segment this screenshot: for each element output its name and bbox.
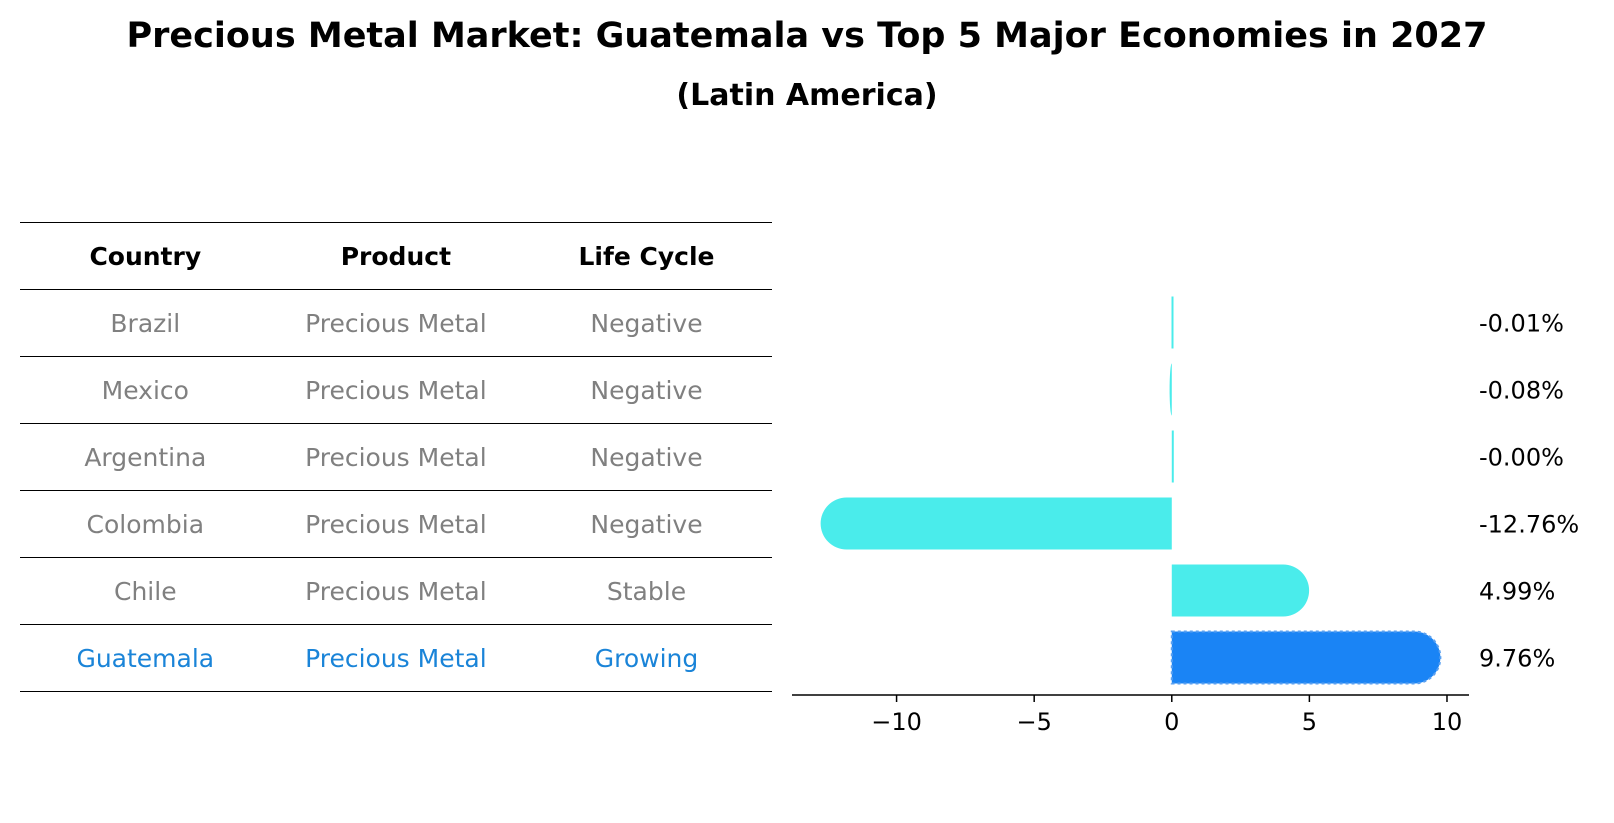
x-tick-label: −10 bbox=[871, 708, 922, 736]
table-header-product: Product bbox=[340, 241, 452, 271]
value-label-guatemala: 9.76% bbox=[1479, 645, 1555, 673]
bar-mexico bbox=[1169, 363, 1172, 416]
table-row: Brazil Precious Metal Negative bbox=[20, 289, 772, 356]
chart-subtitle: (Latin America) bbox=[676, 78, 938, 113]
table-cell-life-cycle: Negative bbox=[590, 509, 703, 539]
table-cell-life-cycle: Negative bbox=[590, 442, 703, 472]
table-cell-life-cycle: Growing bbox=[594, 643, 699, 673]
table-cell-country: Colombia bbox=[86, 509, 205, 539]
table-cell-country: Mexico bbox=[101, 375, 189, 405]
table-cell-life-cycle: Stable bbox=[606, 576, 687, 606]
value-label-argentina: -0.00% bbox=[1479, 444, 1564, 472]
data-table: Country Product Life Cycle Brazil Precio… bbox=[20, 222, 772, 692]
x-tick-label: 10 bbox=[1432, 708, 1463, 736]
chart-title: Precious Metal Market: Guatemala vs Top … bbox=[126, 16, 1488, 56]
table-cell-product: Precious Metal bbox=[305, 442, 487, 472]
table-row: Mexico Precious Metal Negative bbox=[20, 356, 772, 423]
table-header-row: Country Product Life Cycle bbox=[20, 222, 772, 289]
table-header-life-cycle: Life Cycle bbox=[578, 241, 715, 271]
table-cell-life-cycle: Negative bbox=[590, 308, 703, 338]
bar-argentina bbox=[1171, 430, 1174, 483]
table-cell-life-cycle: Negative bbox=[590, 375, 703, 405]
x-tick-label: 5 bbox=[1302, 708, 1317, 736]
table-cell-product: Precious Metal bbox=[305, 643, 487, 673]
table-cell-product: Precious Metal bbox=[305, 375, 487, 405]
bar-brazil bbox=[1171, 296, 1174, 349]
bar-chile bbox=[1171, 564, 1310, 617]
table-cell-country: Chile bbox=[114, 576, 177, 606]
table-row: Argentina Precious Metal Negative bbox=[20, 423, 772, 490]
table-row-highlighted: Guatemala Precious Metal Growing bbox=[20, 624, 772, 692]
table-header-country: Country bbox=[89, 241, 202, 271]
bar-colombia bbox=[820, 497, 1172, 550]
table-cell-country: Argentina bbox=[84, 442, 207, 472]
table-cell-product: Precious Metal bbox=[305, 509, 487, 539]
table-cell-product: Precious Metal bbox=[305, 576, 487, 606]
x-tick-label: 0 bbox=[1164, 708, 1179, 736]
table-row: Chile Precious Metal Stable bbox=[20, 557, 772, 624]
table-cell-country: Brazil bbox=[110, 308, 181, 338]
value-label-mexico: -0.08% bbox=[1479, 377, 1564, 405]
x-tick-label: −5 bbox=[1016, 708, 1051, 736]
bar-guatemala bbox=[1170, 630, 1442, 685]
value-label-colombia: -12.76% bbox=[1479, 511, 1579, 539]
table-row: Colombia Precious Metal Negative bbox=[20, 490, 772, 557]
value-label-brazil: -0.01% bbox=[1479, 310, 1564, 338]
value-label-chile: 4.99% bbox=[1479, 578, 1555, 606]
table-cell-country: Guatemala bbox=[76, 643, 215, 673]
table-cell-product: Precious Metal bbox=[305, 308, 487, 338]
